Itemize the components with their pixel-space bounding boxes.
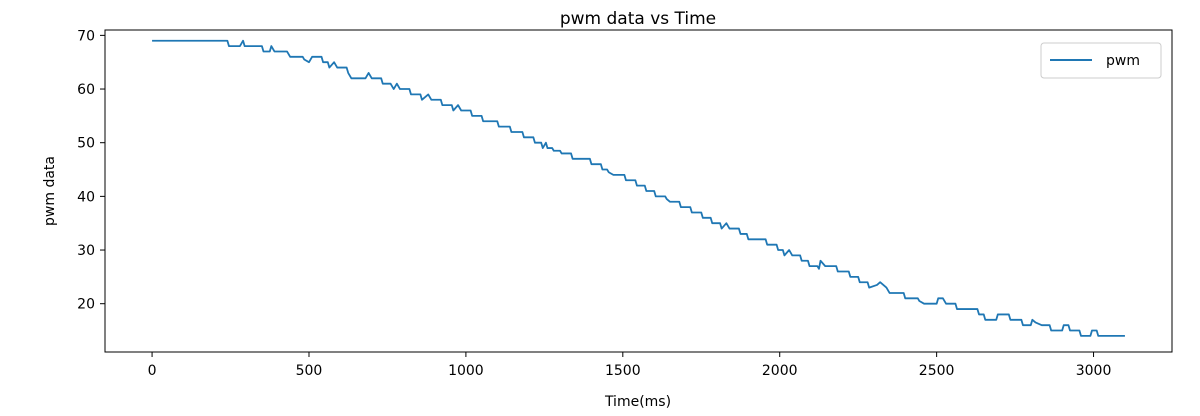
- x-axis-ticks: 0 500 1000 1500 2000 2500 3000: [148, 352, 1112, 379]
- x-tick-label: 1000: [448, 363, 484, 379]
- y-tick-label: 60: [77, 82, 95, 98]
- series-layer: [152, 39, 1125, 337]
- y-axis-label: pwm data: [42, 156, 58, 226]
- y-tick-label: 40: [77, 189, 95, 205]
- legend: pwm: [1040, 42, 1162, 79]
- x-tick-label: 0: [148, 363, 157, 379]
- x-tick-label: 1500: [605, 363, 641, 379]
- plot-frame: [104, 29, 1173, 353]
- x-tick-label: 3000: [1076, 363, 1112, 379]
- legend-box: [1040, 42, 1162, 79]
- x-tick-label: 2500: [919, 363, 955, 379]
- x-axis-label: Time(ms): [604, 394, 671, 410]
- series-line-pwm: [152, 39, 1125, 337]
- legend-label-pwm: pwm: [1106, 53, 1140, 69]
- plot-area: 0 500 1000 1500 2000 2500 3000 20 30 40 50 60 70: [77, 28, 1173, 379]
- chart-title: pwm data vs Time: [560, 9, 716, 29]
- y-tick-label: 50: [77, 136, 95, 152]
- y-tick-label: 70: [77, 28, 95, 44]
- x-tick-label: 2000: [762, 363, 798, 379]
- y-tick-label: 20: [77, 297, 95, 313]
- y-tick-label: 30: [77, 243, 95, 259]
- y-axis-ticks: 20 30 40 50 60 70: [77, 28, 105, 313]
- x-tick-label: 500: [296, 363, 323, 379]
